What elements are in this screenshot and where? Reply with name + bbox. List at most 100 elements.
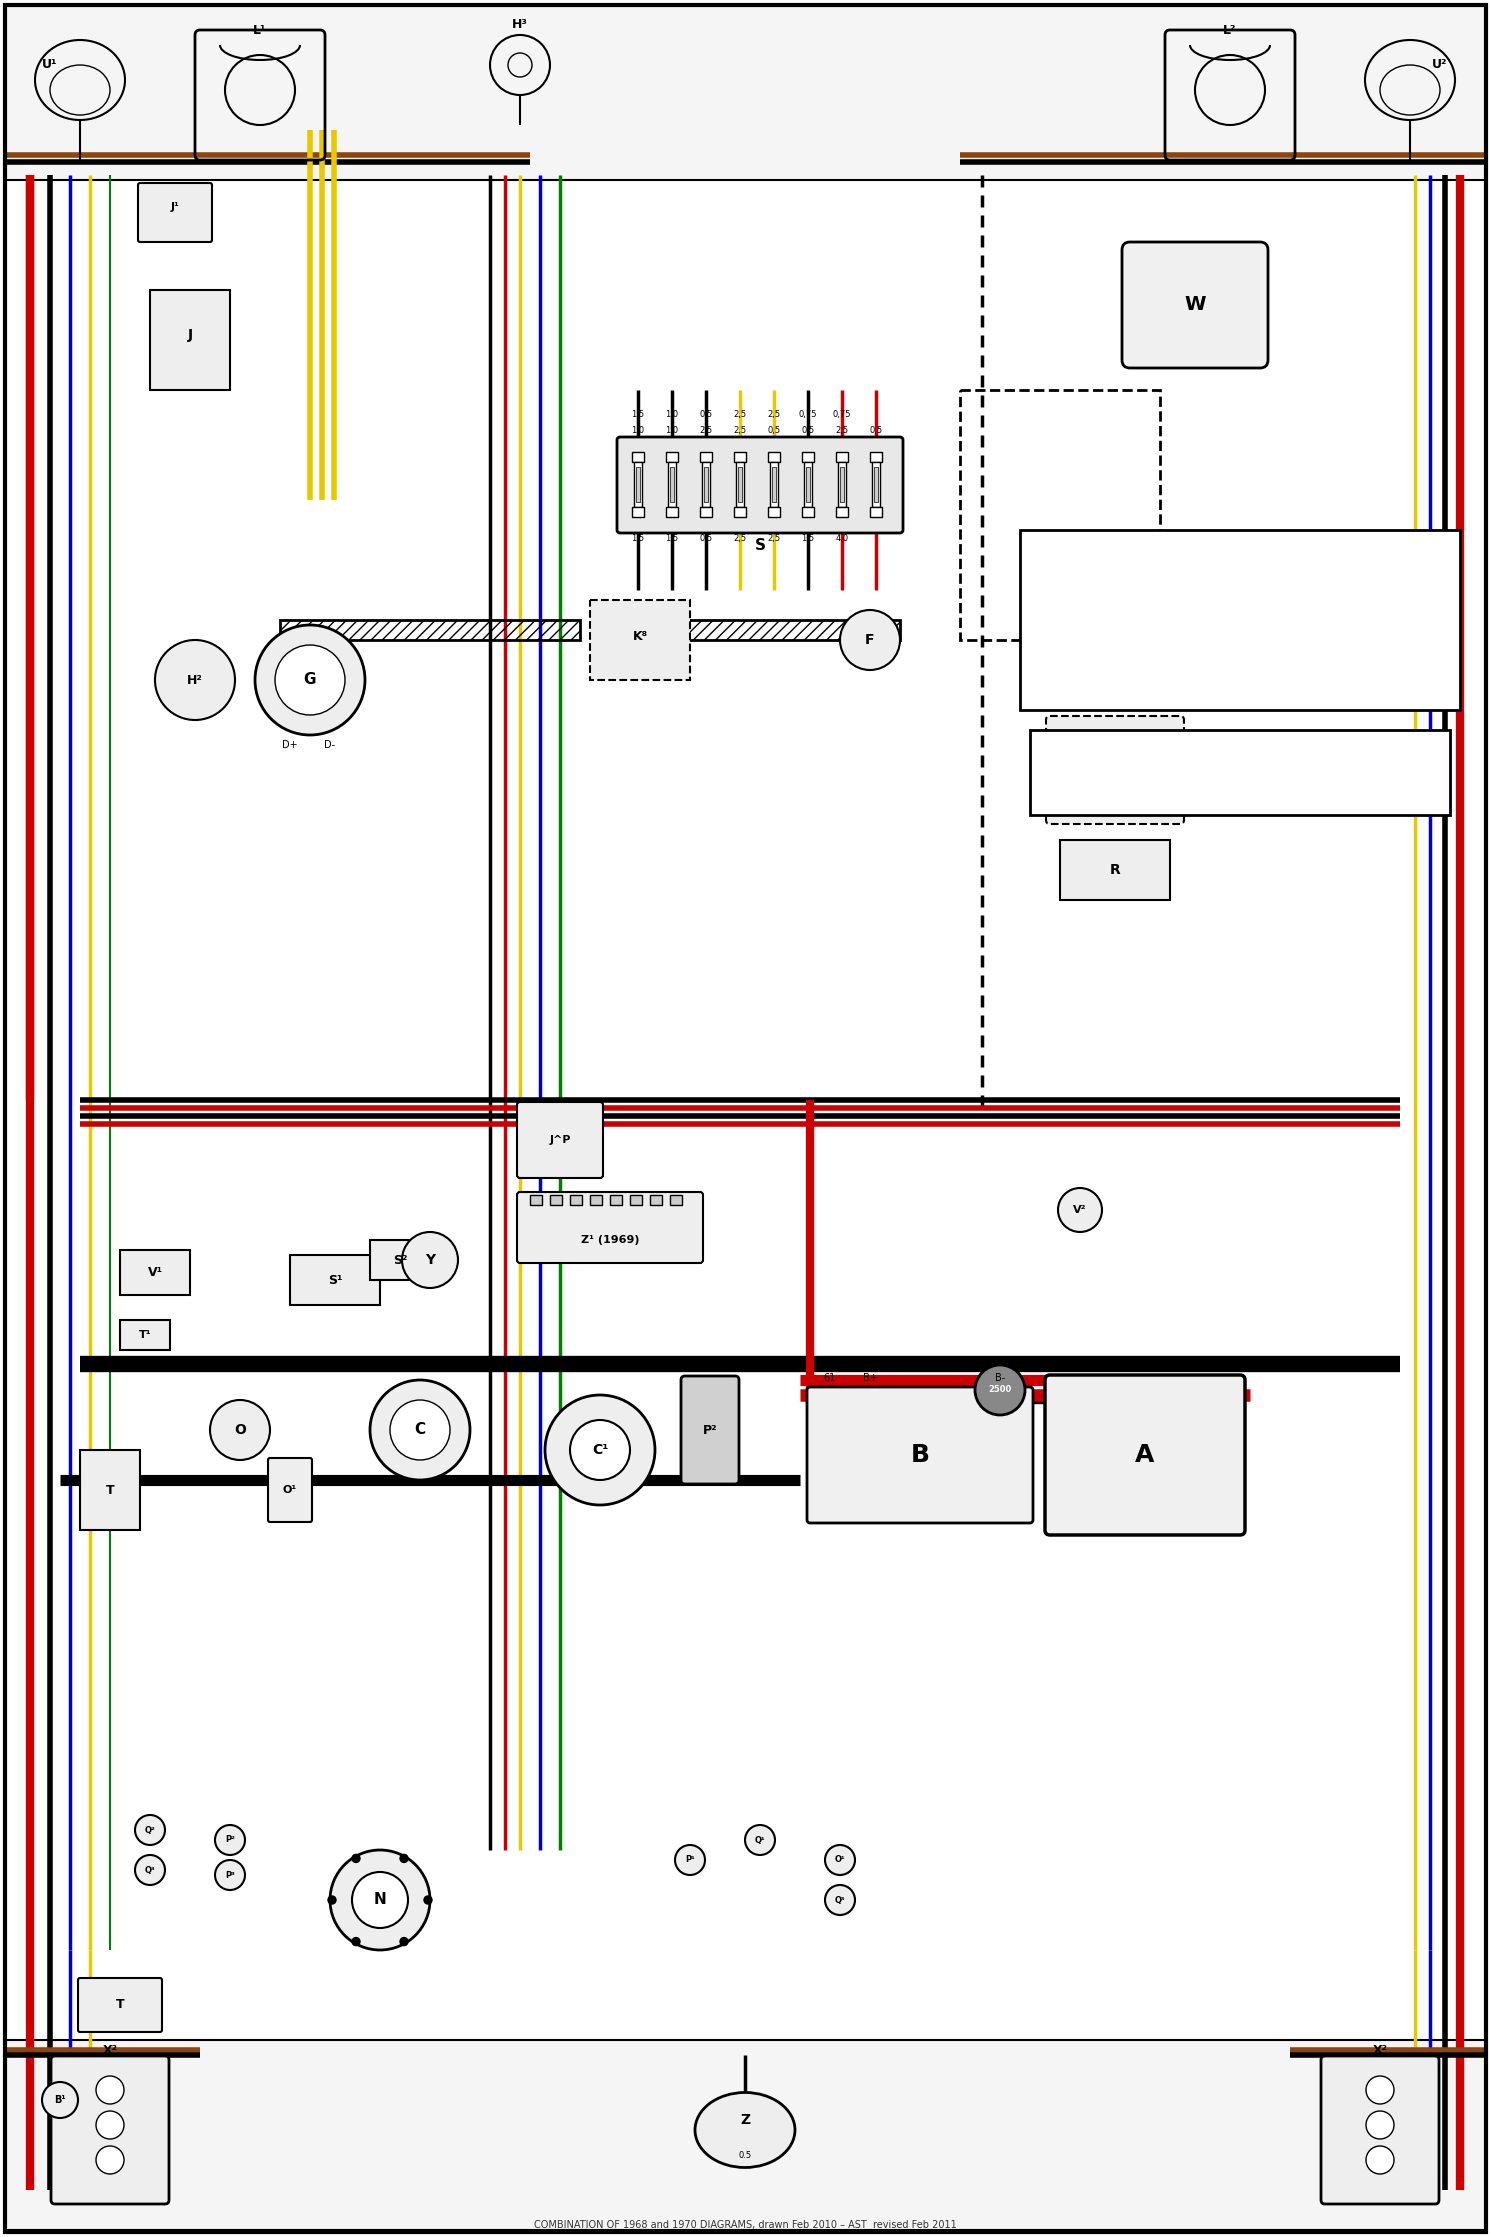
Bar <box>590 1195 602 1206</box>
Text: P²: P² <box>702 1423 717 1436</box>
Text: 1,5: 1,5 <box>631 412 644 421</box>
Text: 2,5: 2,5 <box>734 532 747 544</box>
Text: Note:: Note: <box>1038 738 1077 749</box>
Bar <box>590 600 690 680</box>
Text: C¹: C¹ <box>592 1443 608 1456</box>
Bar <box>874 468 878 501</box>
FancyBboxPatch shape <box>51 2056 168 2203</box>
Circle shape <box>215 1825 245 1854</box>
Circle shape <box>1366 2145 1394 2174</box>
Text: J¹: J¹ <box>170 201 179 213</box>
Text: B-: B- <box>994 1374 1005 1382</box>
Bar <box>370 1239 429 1280</box>
Text: S: S <box>754 537 765 553</box>
Text: Q²: Q² <box>145 1825 155 1834</box>
Bar <box>637 468 640 501</box>
FancyBboxPatch shape <box>517 1103 602 1179</box>
Text: 0,5: 0,5 <box>699 532 713 544</box>
Text: S²: S² <box>392 1253 407 1266</box>
Text: N: N <box>374 1893 386 1908</box>
Bar <box>666 452 678 463</box>
Text: L²: L² <box>1223 25 1236 36</box>
Text: 1,0: 1,0 <box>665 425 678 434</box>
Text: US Version: US Version <box>1203 617 1278 633</box>
Circle shape <box>570 1420 631 1481</box>
Circle shape <box>95 2076 124 2105</box>
Bar <box>872 463 880 508</box>
Text: B¹: B¹ <box>54 2096 66 2105</box>
Text: V²: V² <box>1074 1206 1087 1215</box>
Circle shape <box>155 640 236 720</box>
Text: T: T <box>106 1483 115 1497</box>
Text: K⁸: K⁸ <box>632 631 647 644</box>
Text: L¹: L¹ <box>253 25 267 36</box>
Text: 30: 30 <box>1094 644 1106 653</box>
Bar <box>871 452 883 463</box>
Text: R: R <box>1109 863 1120 877</box>
Bar <box>1020 530 1460 709</box>
Bar <box>699 452 713 463</box>
Text: O¹: O¹ <box>283 1485 297 1494</box>
Bar <box>737 463 744 508</box>
Bar <box>650 1195 662 1206</box>
Bar <box>738 468 743 501</box>
Ellipse shape <box>695 2092 795 2168</box>
Text: COMBINATION OF 1968 and 1970 DIAGRAMS, drawn Feb 2010 – AST  revised Feb 2011: COMBINATION OF 1968 and 1970 DIAGRAMS, d… <box>534 2219 956 2230</box>
Circle shape <box>825 1886 854 1915</box>
Circle shape <box>675 1846 705 1875</box>
Bar <box>702 463 710 508</box>
Text: P¹: P¹ <box>686 1854 695 1863</box>
Text: 0,5: 0,5 <box>869 425 883 434</box>
FancyBboxPatch shape <box>78 1978 163 2031</box>
Text: P²: P² <box>225 1837 236 1846</box>
Bar <box>666 508 678 517</box>
Text: 2,5: 2,5 <box>734 425 747 434</box>
Circle shape <box>42 2083 78 2118</box>
Text: 2,5: 2,5 <box>768 532 781 544</box>
FancyBboxPatch shape <box>617 436 904 532</box>
Text: B+: B+ <box>863 1374 877 1382</box>
Text: S¹: S¹ <box>328 1273 343 1286</box>
Bar <box>291 1255 380 1304</box>
Text: 0,5: 0,5 <box>802 425 814 434</box>
Circle shape <box>825 1846 854 1875</box>
Text: G: G <box>304 673 316 687</box>
Text: 1,5: 1,5 <box>665 532 678 544</box>
Bar <box>699 508 713 517</box>
Bar <box>119 1250 189 1295</box>
Bar <box>610 1195 622 1206</box>
Text: Y: Y <box>425 1253 435 1266</box>
FancyBboxPatch shape <box>1321 2056 1439 2203</box>
Text: J^P: J^P <box>549 1134 571 1145</box>
Text: 2,5: 2,5 <box>835 425 848 434</box>
Bar <box>4 4 1487 179</box>
Bar <box>680 620 901 640</box>
Text: 0.5: 0.5 <box>738 2150 751 2159</box>
Circle shape <box>274 644 344 716</box>
Bar <box>768 452 780 463</box>
Circle shape <box>975 1365 1024 1416</box>
Text: V¹: V¹ <box>148 1266 163 1280</box>
Text: H³: H³ <box>511 18 528 31</box>
Bar <box>836 508 848 517</box>
Circle shape <box>1366 2076 1394 2105</box>
Bar <box>871 508 883 517</box>
Bar <box>1030 729 1451 814</box>
Text: J: J <box>188 329 192 342</box>
Bar <box>634 463 643 508</box>
Text: O¹: O¹ <box>835 1854 845 1863</box>
Circle shape <box>400 1854 409 1863</box>
Text: U²: U² <box>1433 58 1448 72</box>
Bar <box>704 468 708 501</box>
Text: U¹: U¹ <box>42 58 58 72</box>
Text: early December 1967: early December 1967 <box>1164 638 1315 651</box>
Text: Wiring diagram: Wiring diagram <box>1118 541 1361 568</box>
Text: Not shown are the dedicated
ground points that were added
throughout the system : Not shown are the dedicated ground point… <box>1038 763 1215 796</box>
Text: 2,5: 2,5 <box>734 412 747 421</box>
Bar <box>836 452 848 463</box>
Text: 118381367 – 1191093704: 118381367 – 1191093704 <box>1148 678 1331 691</box>
Bar <box>151 291 230 389</box>
Text: 4,0: 4,0 <box>835 532 848 544</box>
Bar <box>768 508 780 517</box>
Bar <box>772 468 775 501</box>
